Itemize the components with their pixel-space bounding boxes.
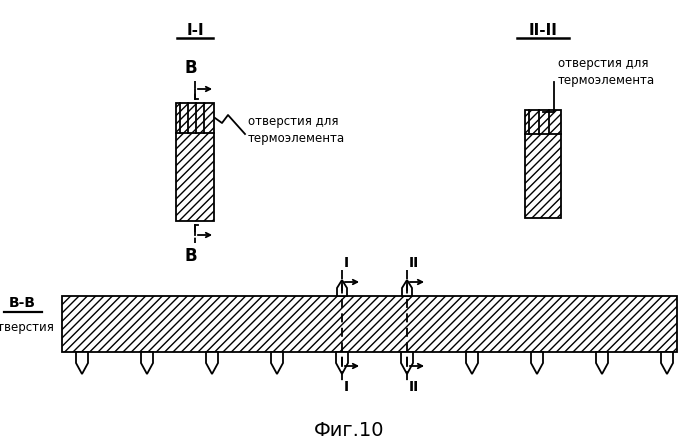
Bar (62, 296, 677, 352)
Text: отверстия для
термоэлемента: отверстия для термоэлемента (558, 57, 655, 87)
Text: II: II (409, 256, 419, 270)
Text: I: I (344, 380, 349, 394)
Bar (525, 110, 561, 218)
Polygon shape (466, 352, 478, 374)
Text: отверстия: отверстия (0, 321, 54, 334)
Polygon shape (206, 352, 218, 374)
Polygon shape (402, 280, 412, 296)
Text: II-II: II-II (528, 23, 557, 37)
Text: II: II (409, 380, 419, 394)
Polygon shape (596, 352, 608, 374)
Text: B: B (185, 59, 197, 77)
Polygon shape (337, 280, 347, 296)
Text: B: B (185, 247, 197, 265)
Text: I: I (344, 256, 349, 270)
Text: Фиг.10: Фиг.10 (315, 420, 384, 440)
Polygon shape (141, 352, 153, 374)
Polygon shape (401, 352, 413, 374)
Polygon shape (661, 352, 673, 374)
Polygon shape (336, 352, 348, 374)
Bar (176, 103, 214, 221)
Polygon shape (76, 352, 88, 374)
Text: I-I: I-I (186, 23, 204, 37)
Text: B-B: B-B (8, 296, 36, 310)
Polygon shape (531, 352, 543, 374)
Polygon shape (271, 352, 283, 374)
Text: отверстия для
термоэлемента: отверстия для термоэлемента (248, 115, 345, 145)
